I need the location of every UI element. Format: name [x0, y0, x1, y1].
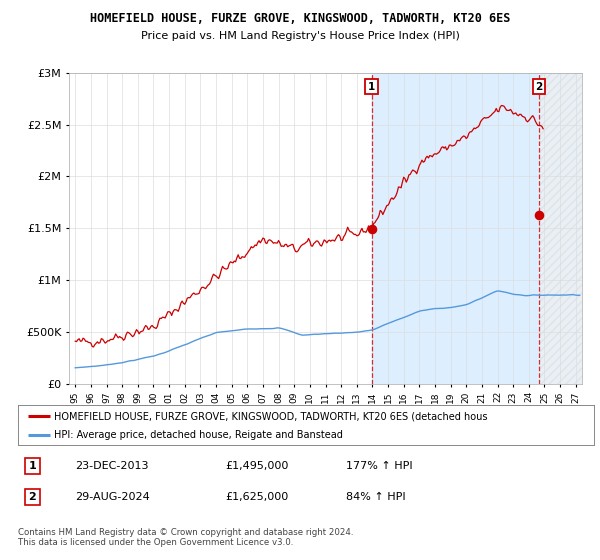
Text: Contains HM Land Registry data © Crown copyright and database right 2024.
This d: Contains HM Land Registry data © Crown c… [18, 528, 353, 547]
Text: 84% ↑ HPI: 84% ↑ HPI [346, 492, 406, 502]
Text: HOMEFIELD HOUSE, FURZE GROVE, KINGSWOOD, TADWORTH, KT20 6ES (detached hous: HOMEFIELD HOUSE, FURZE GROVE, KINGSWOOD,… [54, 411, 487, 421]
Bar [539, 73, 582, 384]
Text: 2: 2 [535, 82, 542, 92]
Text: HPI: Average price, detached house, Reigate and Banstead: HPI: Average price, detached house, Reig… [54, 430, 343, 440]
Text: 2: 2 [29, 492, 36, 502]
Text: Price paid vs. HM Land Registry's House Price Index (HPI): Price paid vs. HM Land Registry's House … [140, 31, 460, 41]
Text: 1: 1 [368, 82, 375, 92]
Text: 1: 1 [29, 461, 36, 471]
Text: 29-AUG-2024: 29-AUG-2024 [76, 492, 151, 502]
Bar [371, 73, 539, 384]
Text: 177% ↑ HPI: 177% ↑ HPI [346, 461, 413, 471]
Bar [539, 73, 582, 384]
Text: £1,495,000: £1,495,000 [226, 461, 289, 471]
Text: HOMEFIELD HOUSE, FURZE GROVE, KINGSWOOD, TADWORTH, KT20 6ES: HOMEFIELD HOUSE, FURZE GROVE, KINGSWOOD,… [90, 12, 510, 25]
Point [367, 224, 376, 233]
Point [534, 211, 544, 220]
Text: £1,625,000: £1,625,000 [226, 492, 289, 502]
Text: 23-DEC-2013: 23-DEC-2013 [76, 461, 149, 471]
